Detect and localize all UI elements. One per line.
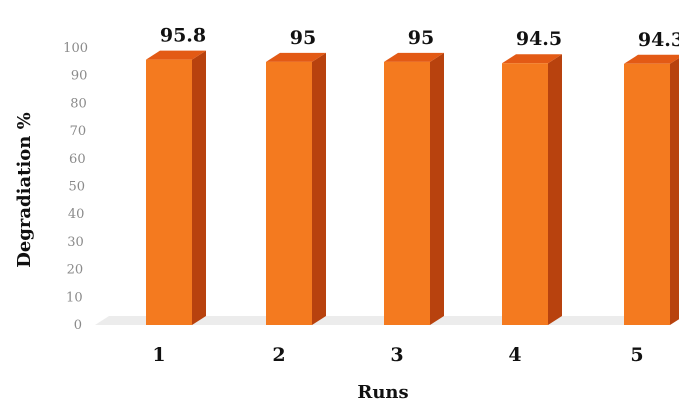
y-tick-label: 10	[66, 290, 83, 305]
bar-front-face	[502, 63, 548, 326]
bar-top-face	[624, 54, 679, 64]
data-labels: 95.8 95 95 94.5 94.3	[160, 25, 679, 51]
bar-top-face	[146, 50, 206, 60]
y-tick-label: 40	[68, 207, 85, 222]
bar-top-face	[502, 54, 562, 64]
y-tick-label: 60	[69, 152, 86, 167]
bar-side-face	[670, 58, 679, 325]
bar	[384, 52, 444, 325]
x-tick-label: 1	[152, 344, 165, 366]
bar-front-face	[624, 63, 670, 325]
bar-top-face	[384, 52, 444, 62]
data-label: 95	[408, 27, 434, 49]
bar-side-face	[192, 50, 206, 325]
bar-front-face	[384, 61, 430, 325]
x-tick-label: 5	[630, 344, 643, 366]
bar	[146, 50, 206, 325]
bar	[266, 52, 326, 325]
data-label: 94.5	[516, 28, 562, 50]
y-axis-ticks: 0 10 20 30 40 50 60 70 80 90 100	[63, 41, 88, 333]
y-tick-label: 0	[74, 318, 82, 333]
bar	[502, 54, 562, 326]
data-label: 94.3	[638, 29, 679, 51]
y-tick-label: 20	[67, 263, 84, 278]
x-tick-label: 2	[272, 344, 285, 366]
y-tick-label: 100	[63, 41, 88, 56]
x-tick-label: 3	[390, 344, 403, 366]
x-axis-categories: 1 2 3 4 5	[152, 344, 643, 366]
bar	[624, 54, 679, 325]
x-tick-label: 4	[508, 344, 521, 366]
y-tick-label: 70	[70, 124, 87, 139]
data-label: 95	[290, 27, 316, 49]
y-tick-label: 90	[71, 69, 88, 84]
data-label: 95.8	[160, 25, 206, 47]
bar-top-face	[266, 52, 326, 62]
y-tick-label: 80	[70, 96, 87, 111]
bars	[146, 50, 679, 326]
bar-side-face	[548, 54, 562, 326]
y-axis-title: Degradiation %	[14, 112, 35, 268]
bar-front-face	[146, 59, 192, 325]
y-tick-label: 30	[67, 235, 84, 250]
bar-side-face	[430, 52, 444, 325]
x-axis-title: Runs	[357, 382, 408, 403]
bar-side-face	[312, 52, 326, 325]
bar-front-face	[266, 61, 312, 325]
y-tick-label: 50	[68, 180, 85, 195]
